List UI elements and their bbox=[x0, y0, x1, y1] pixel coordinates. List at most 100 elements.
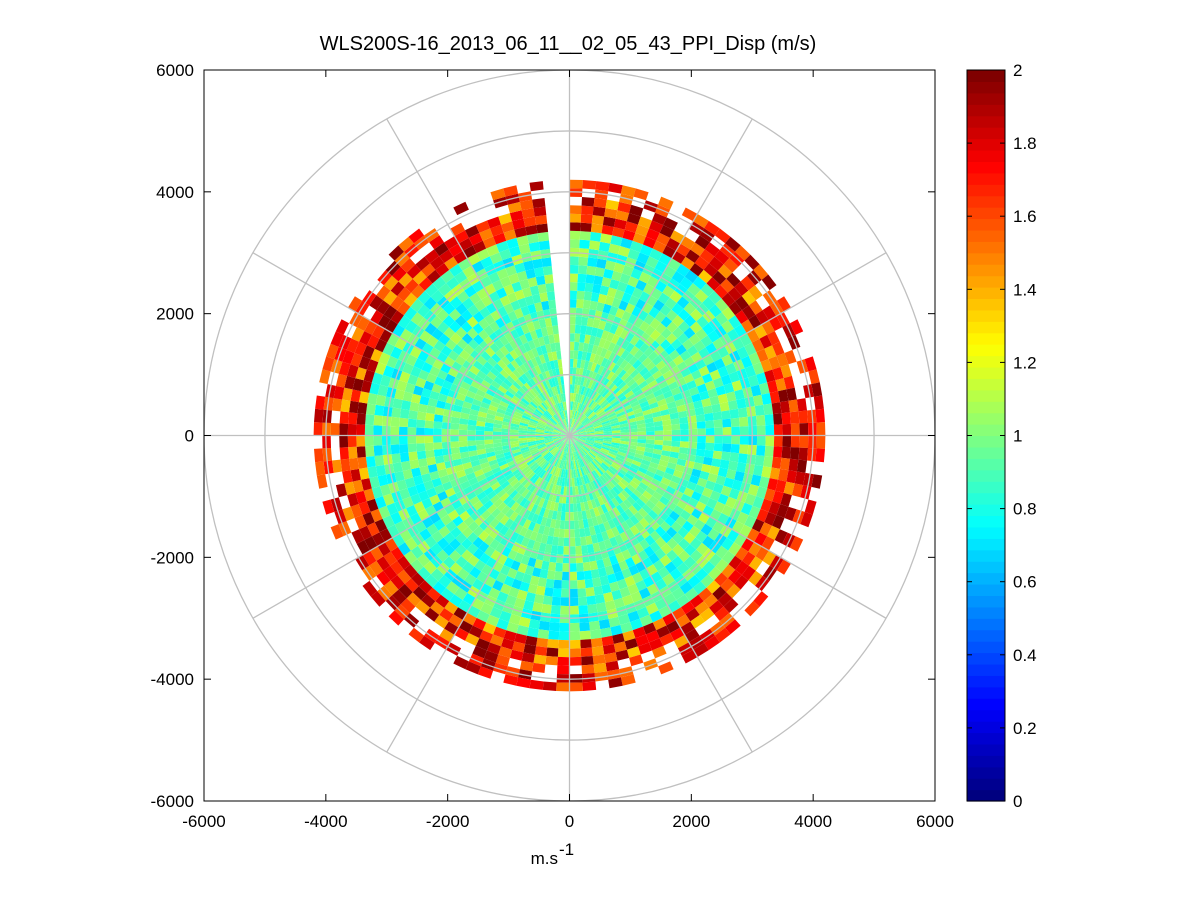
ppi-cell bbox=[570, 443, 573, 453]
ppi-cell bbox=[629, 480, 639, 490]
ppi-cell bbox=[582, 561, 591, 572]
ppi-cell bbox=[599, 414, 608, 420]
ppi-cell bbox=[614, 534, 624, 545]
ppi-cell bbox=[633, 389, 644, 398]
ppi-cell bbox=[803, 384, 814, 399]
ppi-cell bbox=[703, 405, 713, 415]
ppi-cell bbox=[573, 410, 577, 419]
ppi-cell bbox=[417, 290, 431, 305]
ppi-cell bbox=[586, 428, 595, 432]
ppi-cell bbox=[600, 347, 608, 358]
ppi-cell bbox=[424, 607, 440, 622]
ppi-cell bbox=[582, 518, 589, 529]
ppi-cell bbox=[488, 384, 498, 393]
ppi-cell bbox=[456, 568, 470, 581]
ppi-cell bbox=[573, 469, 577, 478]
ppi-cell bbox=[633, 542, 644, 554]
ppi-cell bbox=[357, 402, 368, 415]
ppi-cell bbox=[727, 569, 742, 584]
ppi-cell bbox=[537, 283, 547, 294]
ppi-cell bbox=[356, 316, 371, 331]
ppi-cell bbox=[590, 637, 603, 648]
ppi-cell bbox=[531, 494, 539, 504]
ppi-cell bbox=[590, 327, 599, 337]
ppi-cell bbox=[554, 342, 561, 352]
ppi-cell bbox=[581, 466, 587, 476]
ppi-cell bbox=[511, 578, 523, 590]
ppi-cell bbox=[523, 395, 532, 404]
ppi-cell bbox=[558, 477, 563, 486]
colorbar-segment bbox=[967, 149, 1005, 162]
ppi-cell bbox=[364, 435, 374, 447]
ppi-cell bbox=[701, 487, 713, 498]
ppi-cell bbox=[585, 465, 591, 474]
ppi-cell bbox=[582, 418, 590, 425]
ppi-cell bbox=[667, 258, 681, 271]
ppi-cell bbox=[517, 562, 528, 574]
ppi-cell bbox=[550, 545, 558, 555]
ppi-cell bbox=[585, 425, 594, 430]
ppi-cell bbox=[635, 485, 646, 495]
ppi-cell bbox=[515, 326, 525, 337]
ppi-cell bbox=[518, 427, 528, 431]
ppi-cell bbox=[379, 328, 393, 343]
ppi-cell bbox=[468, 521, 479, 532]
ppi-cell bbox=[599, 451, 608, 457]
ppi-cell bbox=[670, 386, 681, 396]
ppi-cell bbox=[577, 376, 582, 386]
ppi-cell bbox=[386, 355, 399, 369]
ppi-cell bbox=[654, 311, 667, 323]
ppi-cell bbox=[764, 345, 777, 360]
ppi-cell bbox=[456, 521, 469, 533]
ppi-cell bbox=[613, 218, 627, 230]
ppi-cell bbox=[532, 198, 546, 209]
ppi-cell bbox=[639, 539, 650, 550]
ppi-cell bbox=[486, 490, 497, 500]
ppi-cell bbox=[541, 604, 552, 614]
ppi-cell bbox=[548, 527, 555, 537]
ppi-cell bbox=[526, 349, 535, 360]
ppi-cell bbox=[592, 444, 602, 450]
ppi-cell bbox=[715, 475, 726, 486]
ppi-cell bbox=[632, 501, 642, 512]
ppi-cell bbox=[576, 571, 585, 581]
ppi-cell bbox=[580, 639, 592, 649]
ppi-cell bbox=[523, 260, 534, 271]
ppi-cell bbox=[772, 490, 784, 504]
ppi-cell bbox=[638, 353, 648, 364]
ppi-cell bbox=[652, 491, 663, 501]
ppi-cell bbox=[566, 443, 569, 453]
ppi-cell bbox=[534, 355, 542, 366]
ppi-cell bbox=[684, 543, 697, 557]
ppi-cell bbox=[462, 462, 473, 470]
ppi-cell bbox=[769, 467, 781, 480]
ppi-cell bbox=[662, 505, 673, 516]
ppi-cell bbox=[541, 391, 549, 400]
ppi-cell bbox=[507, 475, 517, 484]
colorbar-segment bbox=[967, 92, 1005, 105]
ppi-cell bbox=[530, 503, 539, 514]
ppi-cell bbox=[489, 332, 500, 343]
ppi-cell bbox=[600, 233, 613, 244]
ppi-cell bbox=[658, 196, 674, 210]
ppi-cell bbox=[704, 220, 720, 236]
ppi-cell bbox=[505, 321, 516, 333]
ppi-cell bbox=[512, 481, 522, 490]
ppi-cell bbox=[780, 364, 792, 379]
ppi-cell bbox=[694, 235, 710, 250]
ppi-cell bbox=[570, 401, 574, 411]
ppi-cell bbox=[569, 486, 573, 496]
ppi-cell bbox=[530, 357, 539, 368]
ppi-cell bbox=[359, 331, 372, 346]
ppi-cell bbox=[436, 321, 450, 334]
ppi-cell bbox=[653, 389, 663, 398]
ppi-cell bbox=[687, 415, 697, 423]
ppi-cell bbox=[430, 568, 444, 582]
ppi-cell bbox=[699, 390, 710, 401]
ppi-cell bbox=[790, 447, 800, 460]
ppi-cell bbox=[582, 553, 590, 563]
ppi-cell bbox=[621, 549, 632, 561]
ppi-cell bbox=[425, 449, 435, 459]
ppi-cell bbox=[609, 305, 619, 317]
ppi-cell bbox=[450, 423, 460, 430]
